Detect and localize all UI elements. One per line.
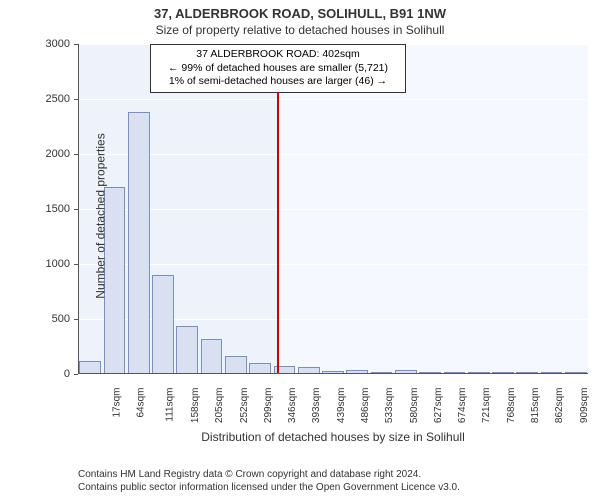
histogram-bar (225, 356, 247, 374)
callout-line3: 1% of semi-detached houses are larger (4… (157, 75, 399, 89)
xtick-label: 393sqm (312, 388, 323, 424)
ytick-mark (74, 374, 78, 375)
xtick-label: 627sqm (433, 388, 444, 424)
xtick-label: 721sqm (482, 388, 493, 424)
ytick-label: 2000 (38, 148, 70, 160)
footer-line2: Contains public sector information licen… (78, 481, 460, 494)
xtick-label: 862sqm (554, 388, 565, 424)
xtick-label: 64sqm (136, 388, 147, 418)
xtick-label: 486sqm (360, 388, 371, 424)
gridline (78, 154, 588, 155)
ytick-label: 1000 (38, 258, 70, 270)
gridline (78, 374, 588, 375)
chart-title-sub: Size of property relative to detached ho… (0, 21, 600, 37)
gridline (78, 264, 588, 265)
ytick-label: 1500 (38, 203, 70, 215)
histogram-bar (176, 326, 198, 374)
xtick-label: 252sqm (239, 388, 250, 424)
reference-line (277, 44, 279, 374)
xtick-label: 580sqm (409, 388, 420, 424)
ytick-label: 500 (38, 313, 70, 325)
callout-box: 37 ALDERBROOK ROAD: 402sqm ← 99% of deta… (150, 44, 406, 93)
x-axis (78, 373, 588, 374)
xtick-label: 346sqm (287, 388, 298, 424)
xtick-label: 768sqm (506, 388, 517, 424)
gridline (78, 209, 588, 210)
xtick-label: 815sqm (530, 388, 541, 424)
ytick-label: 3000 (38, 38, 70, 50)
xtick-label: 17sqm (112, 388, 123, 418)
footer-credits: Contains HM Land Registry data © Crown c… (78, 468, 460, 494)
callout-line1: 37 ALDERBROOK ROAD: 402sqm (157, 48, 399, 62)
xtick-label: 533sqm (384, 388, 395, 424)
ytick-label: 2500 (38, 93, 70, 105)
xtick-label: 158sqm (190, 388, 201, 424)
y-axis (78, 44, 79, 374)
xtick-label: 111sqm (164, 388, 175, 422)
y-axis-label: Number of detached properties (94, 133, 108, 298)
xtick-label: 674sqm (457, 388, 468, 424)
histogram-bar (128, 112, 150, 374)
xtick-label: 299sqm (263, 388, 274, 424)
callout-line2: ← 99% of detached houses are smaller (5,… (157, 62, 399, 76)
footer-line1: Contains HM Land Registry data © Crown c… (78, 468, 460, 481)
histogram-bar (152, 275, 174, 374)
xtick-label: 439sqm (336, 388, 347, 424)
x-axis-label: Distribution of detached houses by size … (78, 430, 588, 444)
histogram-bar (201, 339, 223, 374)
xtick-label: 909sqm (579, 388, 590, 424)
histogram-chart: 05001000150020002500300017sqm64sqm111sqm… (78, 44, 588, 374)
gridline (78, 99, 588, 100)
chart-title-main: 37, ALDERBROOK ROAD, SOLIHULL, B91 1NW (0, 0, 600, 21)
ytick-label: 0 (38, 368, 70, 380)
xtick-label: 205sqm (214, 388, 225, 424)
